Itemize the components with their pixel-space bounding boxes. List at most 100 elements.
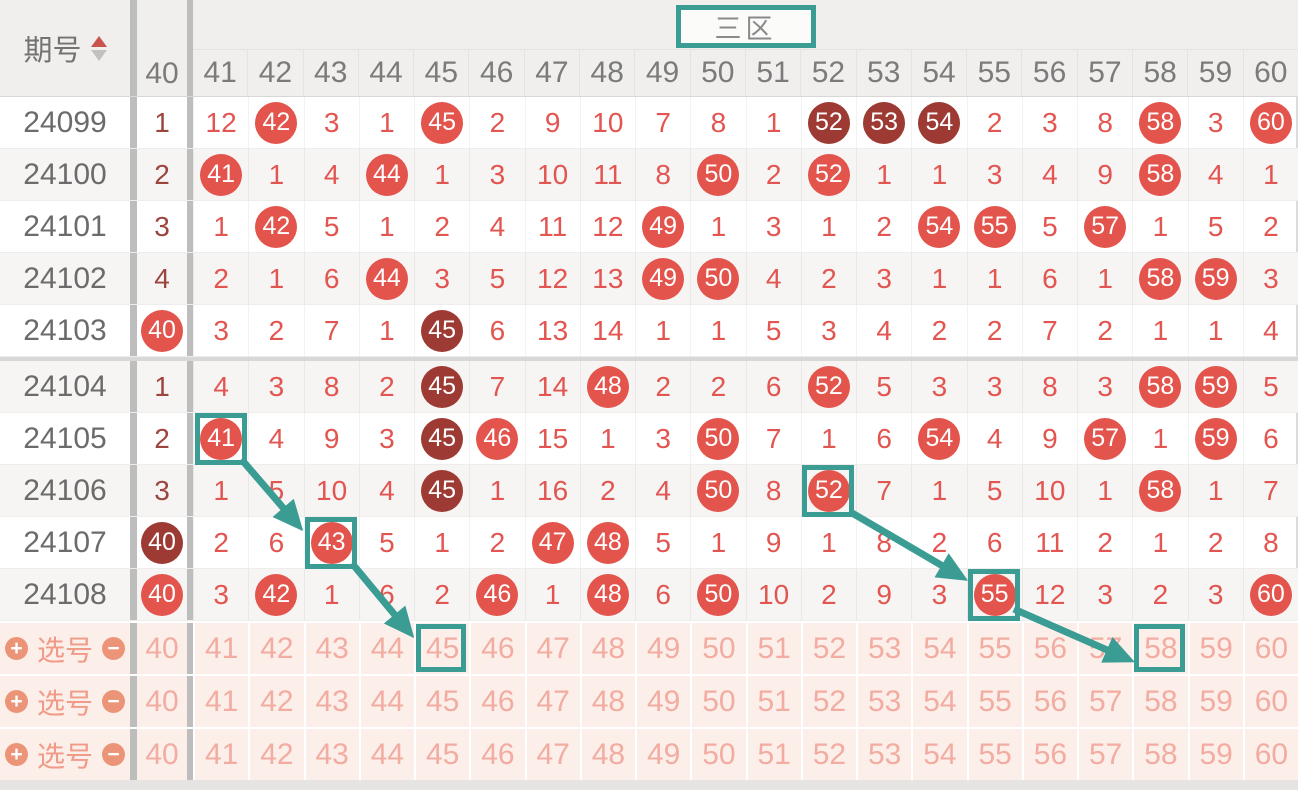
pick-number-cell[interactable]: 49 (635, 676, 690, 727)
remove-pick-button[interactable]: − (102, 690, 125, 713)
remove-pick-button[interactable]: − (102, 637, 125, 660)
pick-number-cell[interactable]: 40 (145, 737, 179, 771)
pick-number-cell[interactable]: 59 (1187, 676, 1243, 727)
pick-number-cell[interactable]: 40 (145, 631, 179, 665)
pick-number-cell[interactable]: 45 (414, 729, 469, 780)
pick-number-cell[interactable]: 51 (745, 729, 801, 780)
pick-number-cell[interactable]: 53 (856, 729, 911, 780)
pick-number-cell[interactable]: 44 (358, 623, 414, 674)
pick-number-cell[interactable]: 43 (303, 676, 359, 727)
pick-number-cell[interactable]: 47 (524, 676, 580, 727)
drawn-number-cell: 52 (800, 465, 856, 516)
pick-number-cell[interactable]: 43 (303, 623, 359, 674)
pick-number-cell[interactable]: 51 (745, 623, 801, 674)
miss-count-cell: 4 (248, 413, 303, 464)
pick-number-cell[interactable]: 58 (1132, 729, 1187, 780)
pick-number-cell[interactable]: 44 (358, 729, 414, 780)
pick-number-cell[interactable]: 45 (414, 623, 469, 674)
pick-number-cell[interactable]: 40 (145, 684, 179, 718)
period-column-header[interactable]: 期号 (0, 0, 130, 96)
pick-number-cell[interactable]: 58 (1132, 676, 1187, 727)
sort-icon[interactable] (90, 35, 107, 61)
miss-count-cell: 8 (745, 465, 801, 516)
pick-number-cell[interactable]: 51 (745, 676, 801, 727)
pick-number-cell[interactable]: 54 (911, 623, 966, 674)
pick-number-cell[interactable]: 55 (966, 623, 1022, 674)
pick-number-cell[interactable]: 57 (1077, 729, 1132, 780)
pick-number-cell[interactable]: 49 (635, 729, 690, 780)
pick-number-cell[interactable]: 41 (193, 676, 248, 727)
period-cell: 24102 (23, 261, 107, 295)
pick-number-cell[interactable]: 43 (303, 729, 359, 780)
pick-number-cell[interactable]: 45 (414, 676, 469, 727)
pick-number-cell[interactable]: 60 (1242, 729, 1298, 780)
pick-number-cell[interactable]: 56 (1021, 623, 1077, 674)
pick-number-cell[interactable]: 54 (911, 676, 966, 727)
pick-number-cell[interactable]: 55 (966, 729, 1022, 780)
pick-number-cell[interactable]: 53 (856, 676, 911, 727)
pick-number-cell[interactable]: 46 (469, 623, 524, 674)
pick-number-cell[interactable]: 46 (469, 676, 524, 727)
pick-number-cell[interactable]: 42 (248, 623, 303, 674)
pick-number-cell[interactable]: 42 (248, 676, 303, 727)
miss-count-cell: 9 (1077, 149, 1132, 200)
drawn-number-circle: 43 (310, 521, 353, 564)
remove-pick-button[interactable]: − (102, 743, 125, 766)
pick-number-cell[interactable]: 52 (800, 729, 856, 780)
pick-number-cell[interactable]: 50 (690, 676, 745, 727)
pick-number-cell[interactable]: 52 (800, 623, 856, 674)
pick-number-cell[interactable]: 41 (193, 623, 248, 674)
pick-number-cell[interactable]: 44 (358, 676, 414, 727)
pick-number-cell[interactable]: 48 (579, 676, 635, 727)
pick-number-cell[interactable]: 48 (579, 623, 635, 674)
miss-count-cell: 3 (414, 253, 469, 304)
drawn-number-cell: 48 (579, 569, 635, 620)
pick-number-cell[interactable]: 47 (524, 729, 580, 780)
miss-count-cell: 2 (690, 361, 745, 412)
pick-number-cell[interactable]: 60 (1242, 676, 1298, 727)
pick-number-cell[interactable]: 55 (966, 676, 1022, 727)
pick-number-cell[interactable]: 53 (856, 623, 911, 674)
pick-number-cell[interactable]: 49 (635, 623, 690, 674)
pick-number-cell[interactable]: 41 (193, 729, 248, 780)
miss-count-cell: 5 (635, 517, 690, 568)
add-pick-button[interactable]: + (4, 690, 28, 713)
add-pick-button[interactable]: + (4, 743, 28, 766)
pick-number-cell[interactable]: 56 (1021, 729, 1077, 780)
pick-number-cell[interactable]: 47 (524, 623, 580, 674)
miss-count-cell: 4 (856, 305, 911, 356)
pick-number-cell[interactable]: 50 (690, 729, 745, 780)
pick-number-cell[interactable]: 50 (690, 623, 745, 674)
pick-number-cell[interactable]: 54 (911, 729, 966, 780)
sort-desc-icon[interactable] (90, 49, 107, 61)
pick-number-cell[interactable]: 56 (1021, 676, 1077, 727)
sort-asc-icon[interactable] (90, 35, 107, 47)
pick-number-cell[interactable]: 60 (1242, 623, 1298, 674)
miss-count-cell: 6 (856, 413, 911, 464)
add-pick-button[interactable]: + (4, 637, 28, 660)
pick-number-cell[interactable]: 42 (248, 729, 303, 780)
pick-number-cell[interactable]: 52 (800, 676, 856, 727)
zone-divider-left (130, 569, 137, 620)
pick-number-cell[interactable]: 57 (1077, 623, 1132, 674)
pick-number-cell[interactable]: 59 (1187, 729, 1243, 780)
pick-number-cell[interactable]: 59 (1187, 623, 1243, 674)
pick-number-cell[interactable]: 58 (1132, 623, 1187, 674)
drawn-number-cell: 52 (800, 149, 856, 200)
zone-divider-left (130, 253, 137, 304)
drawn-number-cell: 45 (414, 361, 469, 412)
drawn-number-circle: 55 (973, 205, 1016, 248)
drawn-number-cell: 54 (911, 201, 966, 252)
pick-number-cell[interactable]: 46 (469, 729, 524, 780)
pick-controls: + 选号 − (0, 676, 130, 727)
drawn-number-cell: 50 (690, 569, 745, 620)
miss-count-cell: 9 (745, 517, 801, 568)
column-header-40: 40 (137, 0, 187, 96)
miss-count-cell: 12 (1021, 569, 1077, 620)
pick-number-cell[interactable]: 57 (1077, 676, 1132, 727)
pick-number-cell[interactable]: 48 (579, 729, 635, 780)
zone-divider-right (187, 623, 193, 674)
drawn-number-cell: 58 (1132, 253, 1187, 304)
miss-count-cell: 5 (303, 201, 359, 252)
drawn-number-cell: 42 (248, 201, 303, 252)
